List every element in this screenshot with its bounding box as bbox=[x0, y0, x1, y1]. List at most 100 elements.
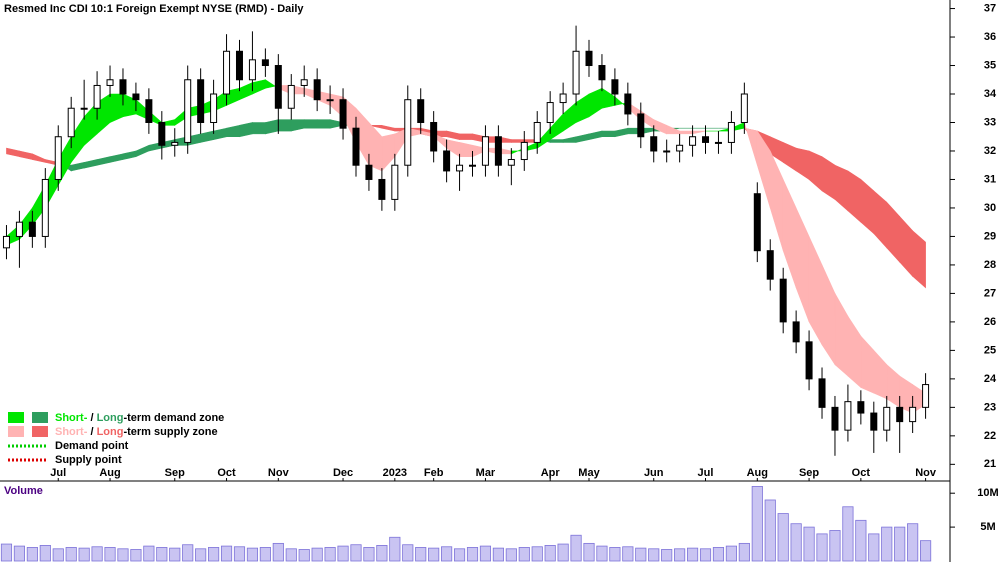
legend-text: Long bbox=[97, 426, 124, 438]
long-zone-band bbox=[912, 230, 926, 289]
candle-body bbox=[158, 121, 166, 146]
volume-bar bbox=[428, 547, 440, 562]
volume-bar bbox=[104, 547, 116, 562]
candles bbox=[2, 25, 930, 456]
candle-body bbox=[28, 221, 36, 237]
candle-body bbox=[805, 341, 813, 380]
candle-body bbox=[559, 93, 567, 104]
volume-bar bbox=[415, 547, 427, 562]
volume-bar bbox=[195, 548, 207, 562]
candle-body bbox=[624, 93, 632, 115]
x-tick-label: Sep bbox=[799, 467, 819, 479]
candle-body bbox=[676, 144, 684, 152]
candle-body bbox=[909, 406, 917, 423]
volume-bar bbox=[233, 546, 246, 562]
legend-label: Short- / Long-term demand zone bbox=[55, 412, 224, 424]
candle-body bbox=[184, 79, 192, 143]
legend-text: / bbox=[87, 426, 96, 438]
long-zone-band bbox=[252, 122, 266, 135]
legend-label: Demand point bbox=[55, 440, 129, 452]
x-tick-label: May bbox=[578, 467, 600, 479]
candle-body bbox=[792, 321, 800, 343]
volume-bar bbox=[518, 547, 530, 562]
volume-bar bbox=[376, 545, 388, 562]
volume-bar bbox=[182, 544, 194, 562]
volume-bar bbox=[790, 523, 802, 562]
y-tick-label: 37 bbox=[984, 2, 996, 14]
candle-body bbox=[702, 136, 710, 143]
candle-body bbox=[41, 178, 49, 237]
y-tick-label: 33 bbox=[984, 116, 996, 128]
candle-body bbox=[831, 406, 839, 431]
volume-bar bbox=[143, 545, 155, 562]
volume-bar bbox=[622, 546, 634, 562]
volume-bar bbox=[311, 547, 323, 562]
legend-swatch bbox=[8, 412, 24, 423]
volume-bar bbox=[272, 542, 284, 562]
long-zone-band bbox=[601, 130, 616, 138]
candle-body bbox=[210, 93, 218, 123]
candle-body bbox=[456, 164, 464, 172]
candle-body bbox=[507, 159, 515, 166]
volume-bar bbox=[868, 533, 880, 562]
volume-bar bbox=[453, 548, 466, 562]
candle-body bbox=[779, 278, 787, 323]
candle-body bbox=[430, 121, 438, 152]
legend-swatch bbox=[8, 426, 24, 437]
candle-body bbox=[326, 99, 334, 102]
volume-bar bbox=[829, 530, 841, 562]
volume-bar bbox=[531, 546, 543, 562]
candle-body bbox=[119, 79, 127, 95]
y-tick-label: 35 bbox=[984, 59, 996, 71]
candle-body bbox=[922, 384, 930, 408]
candle-body bbox=[572, 50, 580, 95]
x-tick-label: Oct bbox=[217, 467, 236, 479]
volume-bar bbox=[803, 526, 815, 562]
y-tick-label: 32 bbox=[984, 145, 996, 157]
legend-swatch bbox=[32, 412, 48, 423]
candle-body bbox=[417, 99, 425, 123]
candle-body bbox=[611, 79, 619, 95]
legend-text: Long bbox=[97, 412, 124, 424]
volume-bar bbox=[298, 549, 310, 562]
y-tick-label: 31 bbox=[984, 173, 996, 185]
legend-label: Short- / Long-term supply zone bbox=[55, 426, 218, 438]
axes: 21 22 23 24 25 26 27 28 29 30 31 32 33 34 35 36 37 5M 10M J… bbox=[50, 2, 998, 533]
x-tick-label: Nov bbox=[915, 467, 937, 479]
volume-bar bbox=[324, 547, 336, 562]
x-tick-label: 2023 bbox=[383, 467, 407, 479]
volume-bar bbox=[363, 547, 375, 562]
volume-bar bbox=[130, 549, 142, 562]
candle-body bbox=[223, 50, 231, 95]
candle-body bbox=[494, 136, 502, 166]
volume-bar bbox=[479, 545, 492, 562]
candle-body bbox=[313, 79, 321, 101]
volume-bar bbox=[777, 513, 789, 562]
x-tick-label: Jul bbox=[50, 467, 66, 479]
x-tick-label: Aug bbox=[747, 467, 768, 479]
x-tick-label: Sep bbox=[165, 467, 185, 479]
volume-bar bbox=[402, 544, 414, 562]
volume-bar bbox=[855, 519, 867, 562]
x-tick-label: Oct bbox=[852, 467, 871, 479]
candle-body bbox=[67, 107, 75, 138]
x-tick-label: Feb bbox=[424, 467, 444, 479]
candle-body bbox=[339, 99, 347, 129]
volume-tick-label: 5M bbox=[980, 521, 995, 533]
candle-body bbox=[520, 141, 528, 161]
legend-label: Supply point bbox=[55, 454, 122, 466]
long-zone-band bbox=[278, 119, 292, 132]
legend-text: -term demand zone bbox=[123, 412, 224, 424]
candle-body bbox=[766, 250, 774, 280]
legend-swatch bbox=[32, 426, 48, 437]
candle-body bbox=[753, 193, 761, 252]
legend-text: Short- bbox=[55, 426, 88, 438]
x-tick-label: Aug bbox=[99, 467, 120, 479]
volume-bar bbox=[686, 547, 699, 562]
candle-body bbox=[714, 141, 722, 144]
y-tick-label: 24 bbox=[984, 373, 997, 385]
volume-bar bbox=[583, 542, 595, 562]
candle-body bbox=[132, 93, 140, 101]
